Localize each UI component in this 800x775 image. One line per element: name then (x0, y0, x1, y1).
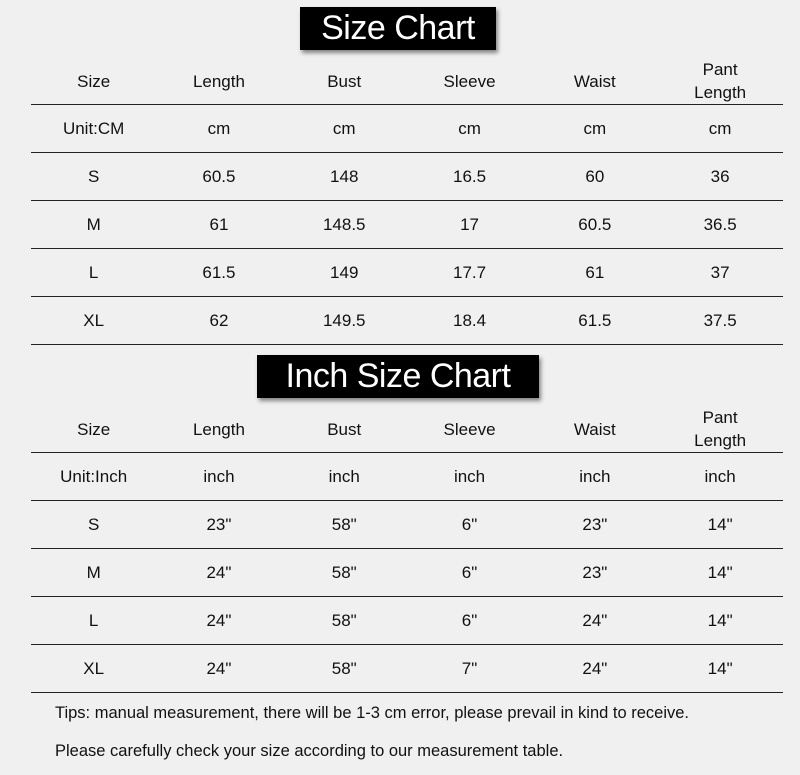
table-cell: inch (453, 467, 486, 486)
table-cell: 148.5 (322, 215, 366, 234)
column-header: Pant Length (694, 408, 747, 450)
table-row: Unit:Inch inch inch inch inch inch (31, 453, 783, 501)
table-cell: 36.5 (703, 215, 737, 234)
table-cell: 58" (331, 659, 357, 678)
table-cell: 37.5 (703, 311, 737, 330)
table-cell: 14" (707, 611, 733, 630)
table-cell: 18.4 (452, 311, 487, 330)
table-cell: inch (328, 467, 360, 486)
table-cell: L (88, 611, 99, 630)
column-header: Size (77, 71, 111, 91)
table-cell: 14" (707, 563, 733, 582)
table-cell: XL (83, 311, 105, 330)
header-row: Size Length Bust Sleeve Waist Pant Length (31, 58, 783, 105)
column-header: Waist (573, 71, 616, 91)
table-cell: inch (704, 467, 736, 486)
table-cell: cm (708, 119, 732, 138)
table-cell: 24" (206, 659, 232, 678)
check-size-note: Please carefully check your size accordi… (55, 742, 564, 760)
table-cell: S (87, 167, 100, 186)
header-row: Size Length Bust Sleeve Waist Pant Length (31, 406, 783, 453)
column-header: Length (192, 419, 245, 439)
table-cell: 24" (582, 611, 608, 630)
table-cell: 23" (582, 515, 608, 534)
column-header: Pant Length (694, 60, 747, 102)
column-header: Bust (327, 71, 362, 91)
table-cell: XL (83, 659, 105, 678)
table-cell: Unit:CM (62, 119, 125, 138)
column-header: Size (77, 419, 111, 439)
table-row: S 23" 58" 6" 23" 14" (31, 501, 783, 549)
table-cell: 149 (330, 263, 359, 282)
table-cell: cm (583, 119, 607, 138)
table-cell: L (88, 263, 99, 282)
table-cell: 58" (331, 611, 357, 630)
table-row: XL 24" 58" 7" 24" 14" (31, 645, 783, 693)
table-cell: 61.5 (578, 311, 612, 330)
table-cell: 24" (206, 611, 232, 630)
table-cell: 14" (707, 515, 733, 534)
column-header: Length (192, 71, 245, 91)
table-cell: cm (332, 119, 356, 138)
table-cell: 60.5 (578, 215, 612, 234)
cm-size-table: Size Length Bust Sleeve Waist Pant Length Unit… (31, 58, 783, 345)
table-cell: 16.5 (452, 167, 487, 186)
table-cell: 62 (209, 311, 229, 330)
table-cell: 61 (209, 215, 229, 234)
table-cell: inch (203, 467, 235, 486)
table-row: L 24" 58" 6" 24" 14" (31, 597, 783, 645)
table-cell: 148 (330, 167, 359, 186)
table-cell: 24" (582, 659, 608, 678)
column-header: Sleeve (443, 419, 496, 439)
table-cell: S (87, 515, 100, 534)
table-cell: 6" (461, 515, 478, 534)
column-header: Bust (327, 419, 362, 439)
tips-note: Tips: manual measurement, there will be … (55, 704, 690, 722)
table-cell: 23" (206, 515, 232, 534)
table-row: XL 62 149.5 18.4 61.5 37.5 (31, 297, 783, 345)
table-row: M 61 148.5 17 60.5 36.5 (31, 201, 783, 249)
table-cell: 60 (585, 167, 605, 186)
table-cell: inch (579, 467, 611, 486)
table-row: Unit:CM cm cm cm cm cm (31, 105, 783, 153)
column-header: Sleeve (443, 71, 496, 91)
table-cell: 149.5 (322, 311, 366, 330)
inch-chart-title: Inch Size Chart (257, 355, 539, 398)
table-row: L 61.5 149 17.7 61 37 (31, 249, 783, 297)
table-cell: 7" (461, 659, 478, 678)
table-cell: 60.5 (202, 167, 236, 186)
column-header: Waist (573, 419, 616, 439)
table-cell: 6" (461, 563, 478, 582)
table-cell: cm (458, 119, 481, 138)
cm-chart-title: Size Chart (300, 7, 496, 50)
table-cell: 14" (707, 659, 733, 678)
table-cell: 6" (461, 611, 478, 630)
table-cell: 17.7 (452, 263, 487, 282)
table-cell: M (86, 563, 101, 582)
table-cell: 36 (710, 167, 730, 186)
table-cell: 58" (331, 515, 357, 534)
table-cell: 24" (206, 563, 232, 582)
table-cell: 37 (710, 263, 730, 282)
table-cell: cm (207, 119, 231, 138)
table-cell: Unit:Inch (60, 467, 128, 486)
table-cell: 61 (585, 263, 605, 282)
table-cell: 61.5 (202, 263, 236, 282)
table-row: M 24" 58" 6" 23" 14" (31, 549, 783, 597)
table-cell: 17 (460, 215, 479, 234)
inch-size-table: Size Length Bust Sleeve Waist Pant Length Unit… (31, 406, 783, 693)
table-cell: 23" (582, 563, 608, 582)
table-cell: M (86, 215, 101, 234)
table-cell: 58" (331, 563, 357, 582)
table-row: S 60.5 148 16.5 60 36 (31, 153, 783, 201)
